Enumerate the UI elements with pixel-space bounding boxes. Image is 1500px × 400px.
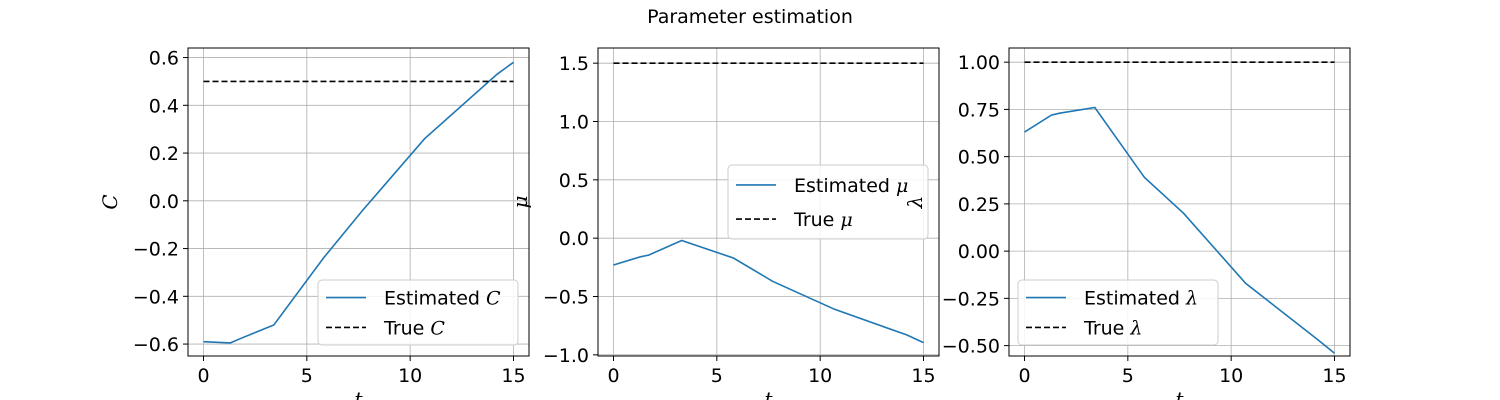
x-tick-label: 5 [711, 365, 723, 387]
subplot-1: 0 5 10 15 0.6 0.4 0.2 0.0 −0.2 −0.4 −0.6 t C Estimate… [98, 47, 530, 400]
x-tick-label: 10 [808, 365, 832, 387]
subplot-2: 0 5 10 15 1.5 1.0 0.5 0.0 −0.5 −1.0 t μ Estimated μ T… [508, 47, 940, 400]
legend-box [1017, 279, 1219, 346]
y-tick-label: 1.00 [958, 52, 1000, 74]
figure-title: Parameter estimation [647, 6, 853, 28]
y-tick-label: 0.6 [149, 48, 179, 70]
estimated-line [1024, 106, 1336, 354]
subplots: 0 5 10 15 0.6 0.4 0.2 0.0 −0.2 −0.4 −0.6 t C Estimate… [98, 47, 1351, 400]
y-tick-label: 1.5 [559, 53, 589, 75]
legend-box [727, 164, 929, 240]
y-tick-label: −0.4 [133, 286, 179, 308]
y-axis-label: μ [508, 196, 532, 209]
y-tick-label: 0.5 [559, 170, 589, 192]
y-tick-label: 0.00 [958, 241, 1000, 263]
y-tick-label: −1.0 [543, 345, 589, 367]
legend-box [317, 279, 519, 346]
y-tick-label: 0.2 [149, 143, 179, 165]
axes-frame [1008, 47, 1351, 357]
legend-estimated-label: Estimated μ [794, 175, 908, 197]
y-tick-label: 0.0 [149, 191, 179, 213]
legend-estimated-label: Estimated λ [1084, 288, 1198, 310]
y-tick-label: −0.2 [133, 239, 179, 261]
y-tick-label: 0.25 [958, 194, 1000, 216]
axes-frame [187, 47, 530, 357]
legend-true-label: True C [383, 317, 445, 339]
y-axis-label: C [98, 194, 122, 209]
x-tick-label: 5 [1122, 365, 1134, 387]
y-tick-label: 0.0 [559, 228, 589, 250]
y-tick-label: 0.50 [958, 147, 1000, 169]
x-tick-label: 15 [501, 365, 525, 387]
x-tick-label: 5 [301, 365, 313, 387]
y-tick-label: −0.50 [942, 336, 1000, 358]
y-tick-label: −0.6 [133, 334, 179, 356]
y-tick-label: −0.25 [942, 288, 1000, 310]
x-tick-label: 0 [197, 365, 209, 387]
y-tick-label: 0.75 [958, 99, 1000, 121]
estimated-line [203, 61, 514, 344]
legend-estimated-label: Estimated C [384, 288, 501, 310]
estimated-line [613, 239, 924, 344]
x-tick-label: 15 [911, 365, 935, 387]
y-tick-label: 0.4 [149, 95, 179, 117]
legend-true-label: True λ [1083, 317, 1142, 339]
subplot-3: 0 5 10 15 1.00 0.75 0.50 0.25 0.00 −0.25 −0.50 t λ Es… [903, 47, 1351, 400]
y-axis-label: λ [903, 196, 927, 210]
legend: Estimated μ True μ [727, 164, 929, 240]
x-tick-label: 15 [1322, 365, 1346, 387]
x-axis-label: t [764, 387, 773, 400]
x-axis-label: t [1175, 387, 1184, 400]
legend: Estimated C True C [317, 279, 519, 346]
x-axis-label: t [354, 387, 363, 400]
axes-frame [597, 47, 940, 357]
x-tick-label: 10 [1219, 365, 1243, 387]
legend-true-label: True μ [793, 209, 853, 231]
legend: Estimated λ True λ [1017, 279, 1219, 346]
y-tick-label: −0.5 [543, 287, 589, 309]
x-tick-label: 0 [1018, 365, 1030, 387]
y-tick-label: 1.0 [559, 112, 589, 134]
x-tick-label: 0 [607, 365, 619, 387]
x-tick-label: 10 [398, 365, 422, 387]
